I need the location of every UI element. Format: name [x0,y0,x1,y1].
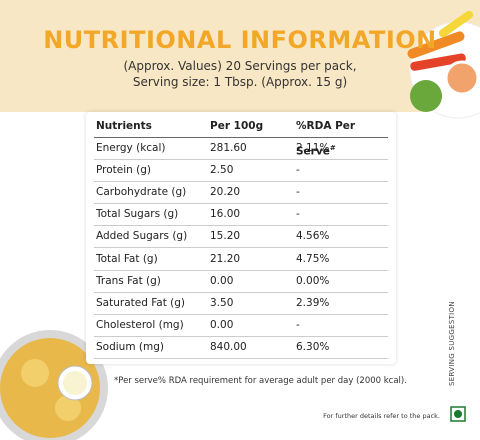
cell: Trans Fat (g) [96,274,161,287]
veg-symbol [450,406,466,422]
cell: Cholesterol (mg) [96,318,184,331]
footnote: *Per serve% RDA requirement for average … [114,376,407,386]
cell: 20.20 [210,186,241,199]
cell: Energy (kcal) [96,142,166,154]
table-row: Energy (kcal) 281.60 2.11% [94,137,388,160]
table-row: Sodium (mg) 840.00 6.30% [94,336,388,359]
cell: 0.00% [296,274,330,287]
subtitle: Serving size: 1 Tbsp. (Approx. 15 g) [132,75,348,89]
cell: Added Sugars (g) [96,230,188,243]
cell: 0.00 [210,318,234,331]
cell: Carbohydrate (g) [96,186,187,199]
cell: - [296,186,300,199]
cell: - [296,164,300,177]
cell: 16.00 [210,208,241,221]
cell: 15.20 [210,230,241,243]
nutrition-table: Nutrients Per 100g %RDA Per Serve# Energy (… [86,112,396,364]
cell: - [296,208,300,221]
subtitle: (Approx. Values) 20 Servings per pack, [123,59,357,73]
cell: 840.00 [210,340,247,353]
table-row: Saturated Fat (g) 3.50 2.39% [94,292,388,315]
cell: Saturated Fat (g) [96,296,186,309]
further-details: For further details refer to the pack. [323,412,440,420]
title: NUTRITIONAL INFORMATION [43,26,437,54]
cell: Sodium (mg) [96,340,164,353]
table-row: Added Sugars (g) 15.20 4.56% [94,225,388,249]
chips-image [0,330,108,440]
table-row: Total Sugars (g) 16.00 - [94,203,388,227]
header-band [0,0,480,112]
table-row: Carbohydrate (g) 20.20 - [94,181,388,205]
cell: 4.75% [296,252,330,265]
cell: 281.60 [210,142,247,154]
serving-suggestion: SERVING SUGGESTION [448,301,456,386]
header-row: Nutrients Per 100g %RDA Per Serve# [94,115,388,158]
column-mark: # [329,144,336,152]
column-header: Nutrients [96,120,152,132]
cell: 0.00 [210,274,234,287]
table-row: Cholesterol (mg) 0.00 - [94,314,388,337]
table-row: Total Fat (g) 21.20 4.75% [94,248,388,271]
cell: Protein (g) [96,164,152,177]
vegetable-image [407,10,480,119]
cell: 2.50 [210,164,234,177]
cell: 3.50 [210,296,234,309]
column-header: %RDA Per Serve# [296,120,356,158]
cell: 2.11% [296,142,330,154]
cell: Total Sugars (g) [96,208,179,221]
cell: - [296,318,300,331]
table-row: Trans Fat (g) 0.00 0.00% [94,270,388,293]
cell: 4.56% [296,230,330,243]
cell: 21.20 [210,252,241,265]
cell: 6.30% [296,340,330,353]
cell: Total Fat (g) [96,252,158,265]
table-row: Protein (g) 2.50 - [94,159,388,183]
cell: 2.39% [296,296,330,309]
column-header: Per 100g [210,120,264,132]
